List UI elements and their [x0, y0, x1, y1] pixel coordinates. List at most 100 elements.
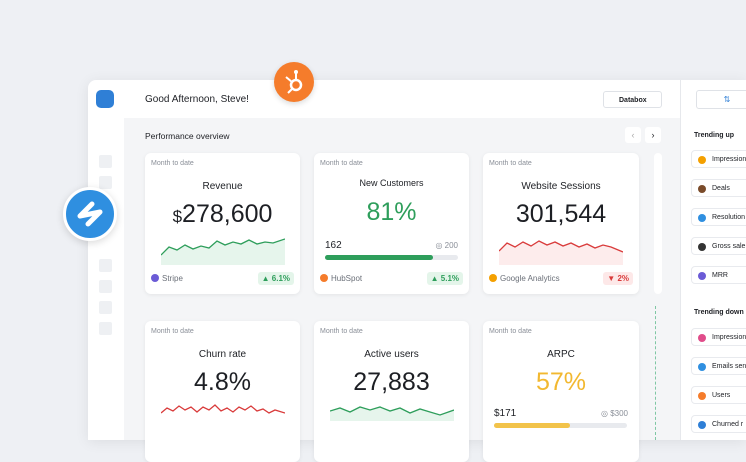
card-title: Revenue	[202, 181, 243, 192]
sparkline	[330, 406, 454, 421]
source: HubSpot	[331, 274, 363, 283]
trend-item[interactable]: Impression	[691, 150, 746, 168]
section-heading: Trending up	[694, 132, 735, 139]
hubspot-badge	[274, 62, 314, 102]
target-value: 200	[444, 241, 458, 250]
prev-button[interactable]: ‹	[625, 127, 641, 143]
period: Month to date	[489, 160, 532, 167]
card-title: Website Sessions	[521, 181, 601, 192]
item-label: Users	[712, 392, 731, 399]
sparkline	[499, 240, 623, 265]
item-label: MRR	[712, 272, 728, 279]
nav-icon[interactable]	[99, 259, 112, 272]
card-title: Churn rate	[198, 349, 247, 360]
item-icon	[698, 214, 706, 222]
period: Month to date	[151, 160, 194, 167]
trend-item[interactable]: Resolution	[691, 208, 746, 226]
change: 5.1%	[440, 274, 459, 283]
card-partial	[654, 153, 662, 294]
change-badge: ▼ 2%	[603, 272, 633, 285]
card-title: ARPC	[547, 349, 575, 360]
item-label: Gross sale	[712, 243, 746, 250]
item-label: Churned r	[712, 421, 744, 428]
card-value: 81%	[366, 198, 417, 226]
card[interactable]: Month to date Revenue $278,600 Stripe ▲ …	[145, 153, 300, 294]
sort-button[interactable]: ⇅	[696, 90, 746, 109]
item-label: Impression	[712, 156, 746, 163]
progress-track	[325, 255, 458, 260]
next-button[interactable]: ›	[645, 127, 661, 143]
progress-fill	[325, 255, 433, 260]
target: ◎ $300	[601, 409, 628, 418]
trend-item[interactable]: Impression	[691, 328, 746, 346]
card[interactable]: Month to date Website Sessions 301,544 G…	[483, 153, 639, 294]
source-icon	[489, 274, 497, 282]
change-badge: ▲ 5.1%	[426, 272, 463, 285]
currency: $	[172, 207, 183, 226]
item-icon	[698, 156, 706, 164]
target-value: $300	[610, 409, 628, 418]
trend-item[interactable]: Churned r	[691, 415, 746, 433]
card-value: 57%	[535, 368, 587, 396]
source: Stripe	[162, 274, 183, 283]
greeting: Good Afternoon, Steve!	[145, 94, 249, 105]
card-value: 27,883	[353, 368, 430, 396]
item-icon	[698, 363, 706, 371]
period: Month to date	[489, 328, 532, 335]
hubspot-logo	[285, 70, 303, 94]
card-value: $278,600	[145, 200, 300, 229]
card[interactable]: Month to date ARPC 57% $171 ◎ $300	[483, 321, 639, 462]
trend-panel: ⇅ Trending up Trending down Impression De…	[680, 80, 746, 440]
current: 162	[325, 240, 342, 251]
divider	[655, 306, 657, 440]
card[interactable]: Month to date New Customers 81% 162 ◎ 20…	[314, 153, 469, 294]
item-label: Impression	[712, 334, 746, 341]
nav-icon[interactable]	[99, 301, 112, 314]
item-icon	[698, 272, 706, 280]
card[interactable]: Month to date Active users 27,883	[314, 321, 469, 462]
progress-track	[494, 423, 627, 428]
trend-item[interactable]: MRR	[691, 266, 746, 284]
trend-item[interactable]: Deals	[691, 179, 746, 197]
logo	[96, 90, 114, 108]
trend-item[interactable]: Emails sen	[691, 357, 746, 375]
helpscout-logo	[77, 201, 103, 227]
section-heading: Trending down	[694, 309, 744, 316]
section-title: Performance overview	[145, 131, 230, 141]
helpscout-badge	[63, 187, 117, 241]
target: ◎ 200	[435, 241, 458, 250]
change-badge: ▲ 6.1%	[257, 272, 294, 285]
trend-item[interactable]: Users	[691, 386, 746, 404]
item-icon	[698, 421, 706, 429]
card-value: 4.8%	[194, 368, 251, 396]
workspace: Databox	[619, 97, 647, 104]
period: Month to date	[320, 328, 363, 335]
item-label: Emails sen	[712, 363, 746, 370]
page: Good Afternoon, Steve! Databox Performan…	[63, 62, 746, 462]
card-value: 301,544	[515, 200, 607, 228]
trend-item[interactable]: Gross sale	[691, 237, 746, 255]
period: Month to date	[151, 328, 194, 335]
item-label: Deals	[712, 185, 730, 192]
value: 278,600	[182, 200, 273, 228]
change: 6.1%	[271, 274, 290, 283]
item-icon	[698, 185, 706, 193]
card-title: Active users	[364, 349, 419, 360]
workspace-dropdown[interactable]: Databox	[603, 91, 662, 108]
progress-fill	[494, 423, 570, 428]
sparkline	[161, 238, 285, 265]
nav-icon[interactable]	[99, 176, 112, 189]
source-icon	[320, 274, 328, 282]
change: 2%	[617, 274, 629, 283]
current: $171	[494, 408, 517, 419]
item-icon	[698, 243, 706, 251]
item-icon	[698, 392, 706, 400]
item-icon	[698, 334, 706, 342]
card-title: New Customers	[359, 178, 424, 188]
nav-icon[interactable]	[99, 280, 112, 293]
nav-icon[interactable]	[99, 155, 112, 168]
sparkline	[161, 404, 285, 414]
source: Google Analytics	[500, 274, 560, 283]
nav-icon[interactable]	[99, 322, 112, 335]
card[interactable]: Month to date Churn rate 4.8%	[145, 321, 300, 462]
